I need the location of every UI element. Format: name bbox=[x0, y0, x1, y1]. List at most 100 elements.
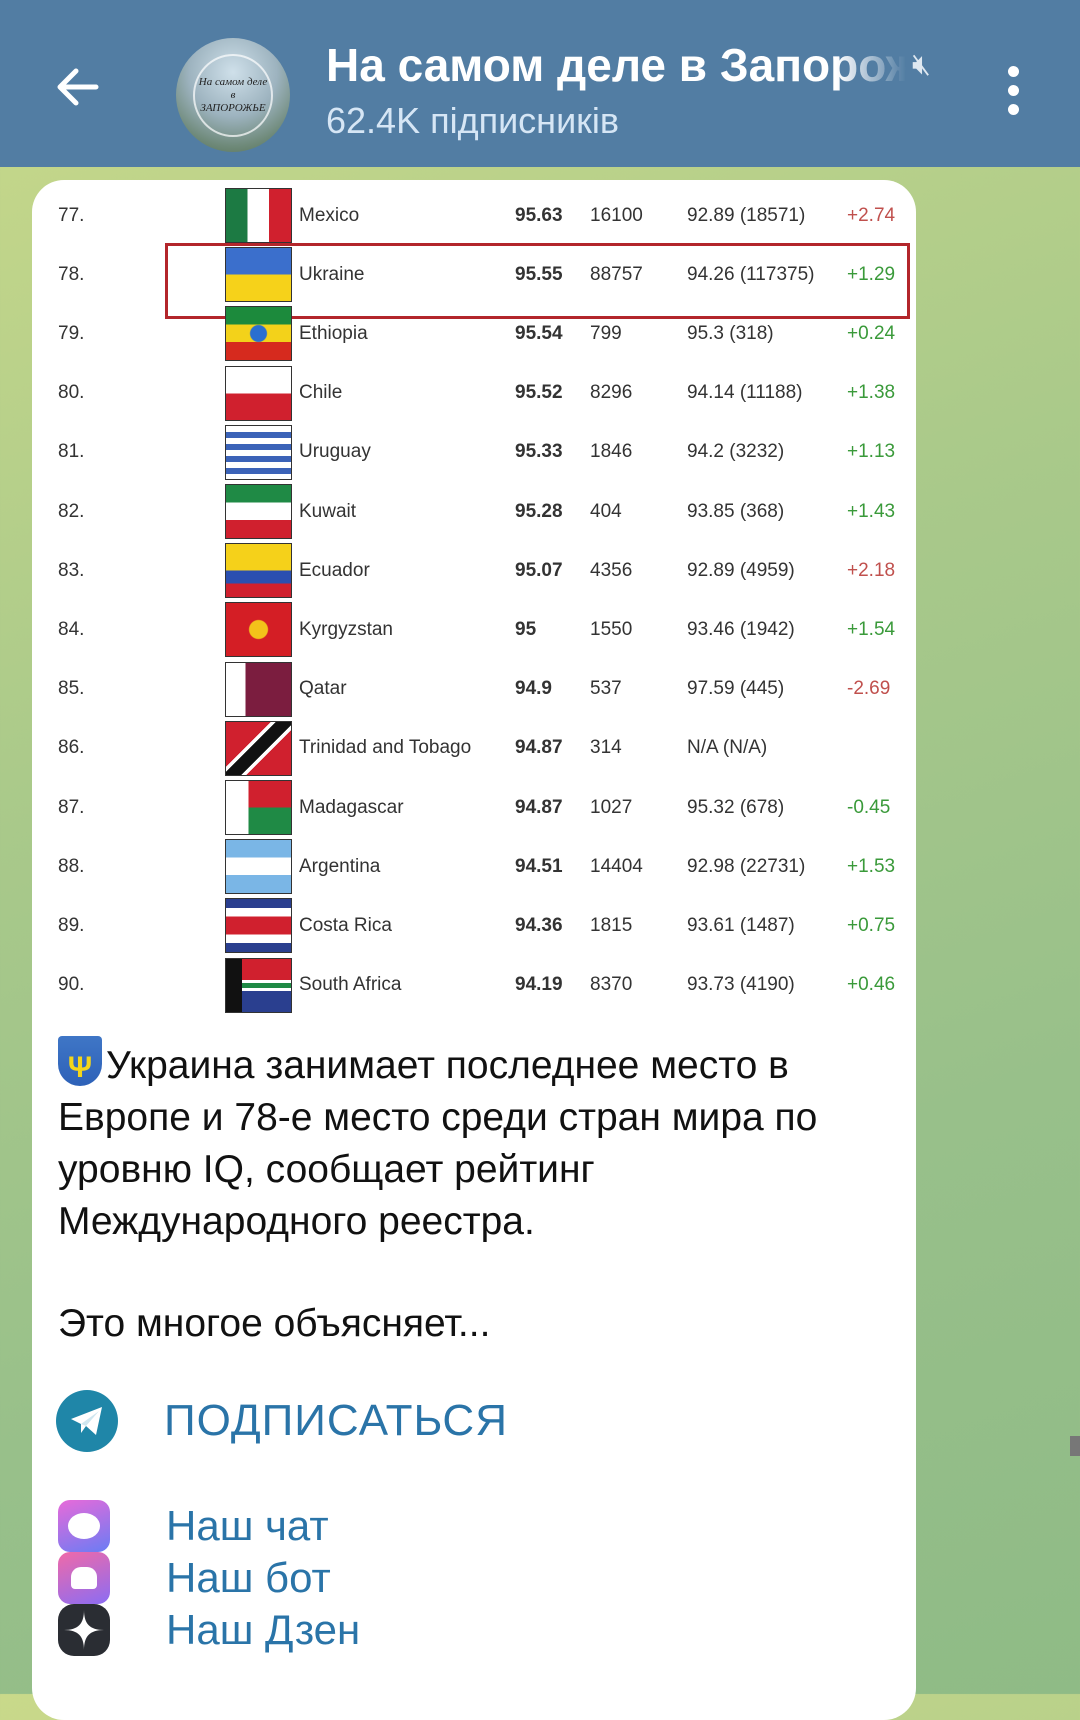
country-name: Kuwait bbox=[299, 500, 357, 522]
table-row: 77. Mexico 95.63 16100 92.89 (18571) +2.… bbox=[32, 186, 916, 245]
score-change: +1.43 bbox=[847, 500, 896, 522]
flag-ukraine-icon bbox=[225, 247, 292, 303]
muted-icon: 🔇︎ bbox=[912, 48, 931, 81]
score-change: +1.53 bbox=[847, 855, 896, 877]
table-row: 85. Qatar 94.9 537 97.59 (445) -2.69 bbox=[32, 660, 916, 719]
iq-score: 95.63 bbox=[515, 204, 563, 226]
telegram-icon bbox=[56, 1390, 118, 1452]
sample-size: 404 bbox=[590, 500, 622, 522]
previous-score: 95.32 (678) bbox=[687, 796, 785, 818]
rank: 84. bbox=[58, 618, 85, 640]
sample-size: 4356 bbox=[590, 559, 633, 581]
score-change: +0.46 bbox=[847, 974, 896, 996]
flag-costa-rica-icon bbox=[225, 898, 292, 954]
our-dzen-label: Наш Дзен bbox=[166, 1606, 361, 1653]
post-text-body: Украина занимает последнее место в Европ… bbox=[58, 1044, 818, 1243]
iq-score: 94.19 bbox=[515, 974, 563, 996]
table-row: 90. South Africa 94.19 8370 93.73 (4190)… bbox=[32, 956, 916, 1015]
rank: 81. bbox=[58, 441, 85, 463]
table-row: 83. Ecuador 95.07 4356 92.89 (4959) +2.1… bbox=[32, 541, 916, 600]
iq-score: 94.51 bbox=[515, 855, 563, 877]
flag-ethiopia-icon bbox=[225, 306, 292, 362]
flag-trinidad-icon bbox=[225, 720, 292, 776]
country-name: Uruguay bbox=[299, 441, 371, 463]
flag-ecuador-icon bbox=[225, 543, 292, 599]
avatar-logo-text: На самом деле в ЗАПОРОЖЬЕ bbox=[193, 53, 273, 137]
post-content: Украина занимает последнее место в Европ… bbox=[32, 1022, 916, 1656]
table-row: 84. Kyrgyzstan 95 1550 93.46 (1942) +1.5… bbox=[32, 600, 916, 659]
score-change: +2.74 bbox=[847, 204, 896, 226]
flag-mexico-icon bbox=[225, 188, 292, 243]
table-row: 78. Ukraine 95.55 88757 94.26 (117375) +… bbox=[32, 245, 916, 304]
iq-score: 94.36 bbox=[515, 914, 563, 936]
links-list: Наш чат Наш бот Наш Дзен bbox=[58, 1500, 890, 1656]
post-text-conclusion: Это многое объясняет... bbox=[58, 1302, 491, 1345]
iq-score: 94.9 bbox=[515, 678, 552, 700]
score-change: +1.38 bbox=[847, 382, 896, 404]
sample-size: 1846 bbox=[590, 441, 633, 463]
subscribe-link[interactable]: ПОДПИСАТЬСЯ bbox=[56, 1390, 890, 1452]
ukraine-highlight-box bbox=[165, 243, 910, 319]
previous-score: 94.26 (117375) bbox=[687, 263, 815, 285]
rank: 86. bbox=[58, 737, 85, 759]
channel-header: На самом деле в ЗАПОРОЖЬЕ На самом деле … bbox=[0, 0, 1080, 167]
previous-score: 92.98 (22731) bbox=[687, 855, 806, 877]
iq-score: 95 bbox=[515, 618, 537, 640]
flag-madagascar-icon bbox=[225, 780, 292, 835]
country-name: Madagascar bbox=[299, 796, 404, 818]
previous-score: 94.2 (3232) bbox=[687, 441, 785, 463]
our-bot-link[interactable]: Наш бот bbox=[58, 1552, 890, 1604]
flag-argentina-icon bbox=[225, 839, 292, 895]
more-menu-icon[interactable] bbox=[1000, 66, 1026, 116]
scrollbar[interactable] bbox=[1070, 1436, 1080, 1456]
country-name: Ecuador bbox=[299, 559, 370, 581]
our-chat-link[interactable]: Наш чат bbox=[58, 1500, 890, 1552]
iq-score: 95.55 bbox=[515, 263, 563, 285]
flag-kyrgyzstan-icon bbox=[225, 602, 292, 658]
flag-kuwait-icon bbox=[225, 484, 292, 539]
flag-qatar-icon bbox=[225, 661, 292, 717]
sample-size: 8370 bbox=[590, 974, 633, 996]
iq-score: 95.28 bbox=[515, 500, 563, 522]
iq-score: 94.87 bbox=[515, 796, 563, 818]
post-text: Украина занимает последнее место в Европ… bbox=[58, 1036, 898, 1248]
rank: 79. bbox=[58, 322, 85, 344]
our-bot-label: Наш бот bbox=[166, 1554, 331, 1601]
iq-ranking-table-image: 77. Mexico 95.63 16100 92.89 (18571) +2.… bbox=[32, 180, 916, 1022]
rank: 78. bbox=[58, 263, 85, 285]
subscriber-count: 62.4K підписників bbox=[326, 100, 620, 141]
sample-size: 799 bbox=[590, 322, 622, 344]
flag-uruguay-icon bbox=[225, 424, 292, 480]
country-name: Mexico bbox=[299, 204, 360, 226]
iq-score: 95.33 bbox=[515, 441, 563, 463]
score-change: +1.29 bbox=[847, 263, 896, 285]
country-name: Chile bbox=[299, 382, 343, 404]
rank: 88. bbox=[58, 855, 85, 877]
rank: 82. bbox=[58, 500, 85, 522]
channel-avatar[interactable]: На самом деле в ЗАПОРОЖЬЕ bbox=[176, 38, 290, 152]
sample-size: 314 bbox=[590, 737, 622, 759]
sample-size: 537 bbox=[590, 678, 622, 700]
table-row: 89. Costa Rica 94.36 1815 93.61 (1487) +… bbox=[32, 896, 916, 955]
sample-size: 16100 bbox=[590, 204, 643, 226]
sample-size: 14404 bbox=[590, 855, 643, 877]
score-change: +2.18 bbox=[847, 559, 896, 581]
rank: 80. bbox=[58, 382, 85, 404]
message-bubble: 77. Mexico 95.63 16100 92.89 (18571) +2.… bbox=[32, 180, 916, 1720]
rank: 83. bbox=[58, 559, 85, 581]
country-name: Qatar bbox=[299, 678, 347, 700]
our-dzen-link[interactable]: Наш Дзен bbox=[58, 1604, 890, 1656]
back-arrow-icon[interactable] bbox=[52, 62, 102, 112]
previous-score: N/A (N/A) bbox=[687, 737, 768, 759]
previous-score: 92.89 (18571) bbox=[687, 204, 806, 226]
score-change: -2.69 bbox=[847, 678, 891, 700]
sample-size: 1027 bbox=[590, 796, 633, 818]
score-change: +1.54 bbox=[847, 618, 896, 640]
flag-south-africa-icon bbox=[225, 957, 292, 1013]
channel-title[interactable]: На самом деле в Запорожье bbox=[326, 39, 906, 91]
dzen-star-icon bbox=[58, 1604, 110, 1656]
previous-score: 97.59 (445) bbox=[687, 678, 785, 700]
previous-score: 94.14 (11188) bbox=[687, 382, 803, 404]
iq-score: 94.87 bbox=[515, 737, 563, 759]
previous-score: 93.85 (368) bbox=[687, 500, 785, 522]
